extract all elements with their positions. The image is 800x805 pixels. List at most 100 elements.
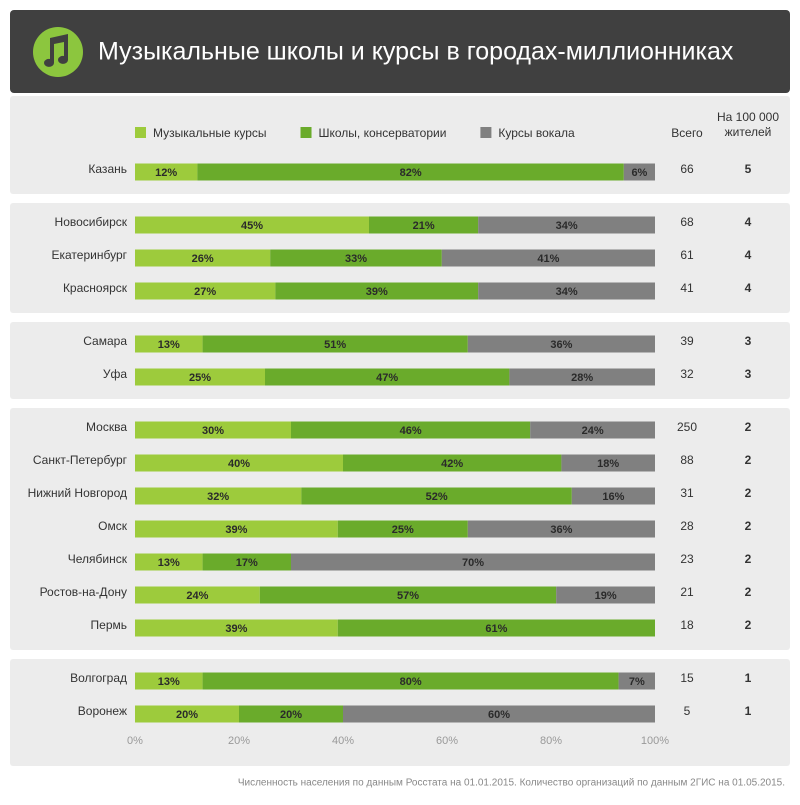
- bar-segment: [135, 216, 369, 234]
- category-label: Уфа: [103, 367, 127, 381]
- legend-label: Школы, консерватории: [319, 126, 447, 140]
- value-label: 24%: [186, 590, 208, 602]
- x-tick-label: 20%: [228, 735, 250, 747]
- bar-segment: [291, 421, 531, 439]
- bar-segment: [618, 672, 655, 690]
- x-tick-label: 60%: [436, 735, 458, 747]
- column-header: Всего: [671, 126, 703, 140]
- value-label: 42%: [441, 458, 463, 470]
- total-value: 28: [680, 519, 694, 533]
- value-label: 28%: [571, 372, 593, 384]
- category-label: Ростов-на-Дону: [40, 585, 127, 599]
- bar-segment: [202, 672, 619, 690]
- x-tick-label: 80%: [540, 735, 562, 747]
- per100k-value: 1: [745, 671, 752, 685]
- bar-segment: [467, 520, 655, 538]
- total-value: 23: [680, 552, 694, 566]
- bar-segment: [623, 163, 655, 181]
- value-label: 36%: [550, 524, 572, 536]
- total-value: 68: [680, 215, 694, 229]
- category-label: Волгоград: [70, 671, 127, 685]
- total-value: 250: [677, 420, 697, 434]
- value-label: 7%: [629, 676, 645, 688]
- value-label: 39%: [366, 286, 388, 298]
- bar-segment: [135, 335, 203, 353]
- bar-segment: [478, 282, 655, 300]
- bar-segment: [135, 586, 260, 604]
- note-icon: [44, 34, 68, 67]
- value-label: 52%: [426, 491, 448, 503]
- value-label: 30%: [202, 425, 224, 437]
- bar-segment: [202, 553, 291, 571]
- per100k-value: 4: [745, 215, 752, 229]
- category-label: Красноярск: [63, 281, 128, 295]
- category-label: Екатеринбург: [52, 248, 128, 262]
- bar-segment: [571, 487, 655, 505]
- bar-segment: [270, 249, 442, 267]
- category-label: Москва: [86, 420, 127, 434]
- panel: [10, 322, 790, 399]
- bar-segment: [135, 249, 271, 267]
- legend-swatch: [300, 127, 312, 138]
- value-label: 13%: [158, 676, 180, 688]
- value-label: 19%: [595, 590, 617, 602]
- footnote: Численность населения по данным Росстата…: [238, 778, 785, 789]
- x-tick-label: 40%: [332, 735, 354, 747]
- bar-segment: [135, 282, 276, 300]
- category-label: Самара: [83, 334, 127, 348]
- total-value: 15: [680, 671, 694, 685]
- value-label: 18%: [597, 458, 619, 470]
- value-label: 20%: [280, 709, 302, 721]
- per100k-value: 2: [745, 552, 752, 566]
- bar-segment: [135, 553, 203, 571]
- total-value: 61: [680, 248, 694, 262]
- value-label: 12%: [155, 167, 177, 179]
- bar-segment: [337, 520, 468, 538]
- value-label: 47%: [376, 372, 398, 384]
- legend-swatch: [135, 127, 146, 138]
- bar-segment: [135, 705, 239, 723]
- value-label: 32%: [207, 491, 229, 503]
- category-label: Казань: [88, 162, 127, 176]
- total-value: 21: [680, 585, 694, 599]
- bar-segment: [275, 282, 479, 300]
- bar-segment: [343, 705, 655, 723]
- column-header: жителей: [725, 125, 772, 139]
- value-label: 13%: [158, 557, 180, 569]
- per100k-value: 2: [745, 585, 752, 599]
- value-label: 82%: [400, 167, 422, 179]
- total-value: 41: [680, 281, 694, 295]
- per100k-value: 2: [745, 453, 752, 467]
- per100k-value: 4: [745, 281, 752, 295]
- value-label: 21%: [413, 220, 435, 232]
- category-label: Челябинск: [68, 552, 128, 566]
- bar-segment: [239, 705, 343, 723]
- value-label: 57%: [397, 590, 419, 602]
- value-label: 13%: [158, 339, 180, 351]
- bar-segment: [135, 487, 302, 505]
- value-label: 51%: [324, 339, 346, 351]
- value-label: 17%: [236, 557, 258, 569]
- x-tick-label: 0%: [127, 735, 143, 747]
- bar-segment: [561, 454, 655, 472]
- bar-segment: [467, 335, 655, 353]
- total-value: 32: [680, 367, 694, 381]
- icon: [33, 27, 83, 77]
- value-label: 6%: [631, 167, 647, 179]
- category-label: Пермь: [91, 618, 127, 632]
- total-value: 66: [680, 162, 694, 176]
- bar-segment: [556, 586, 655, 604]
- per100k-value: 1: [745, 704, 752, 718]
- value-label: 26%: [192, 253, 214, 265]
- bar-segment: [197, 163, 624, 181]
- value-label: 46%: [400, 425, 422, 437]
- bar-segment: [135, 672, 203, 690]
- category-label: Нижний Новгород: [28, 486, 127, 500]
- category-label: Санкт-Петербург: [33, 453, 128, 467]
- category-label: Воронеж: [78, 704, 127, 718]
- bar-segment: [135, 163, 198, 181]
- bar-segment: [478, 216, 655, 234]
- column-header: На 100 000: [717, 110, 779, 124]
- per100k-value: 2: [745, 618, 752, 632]
